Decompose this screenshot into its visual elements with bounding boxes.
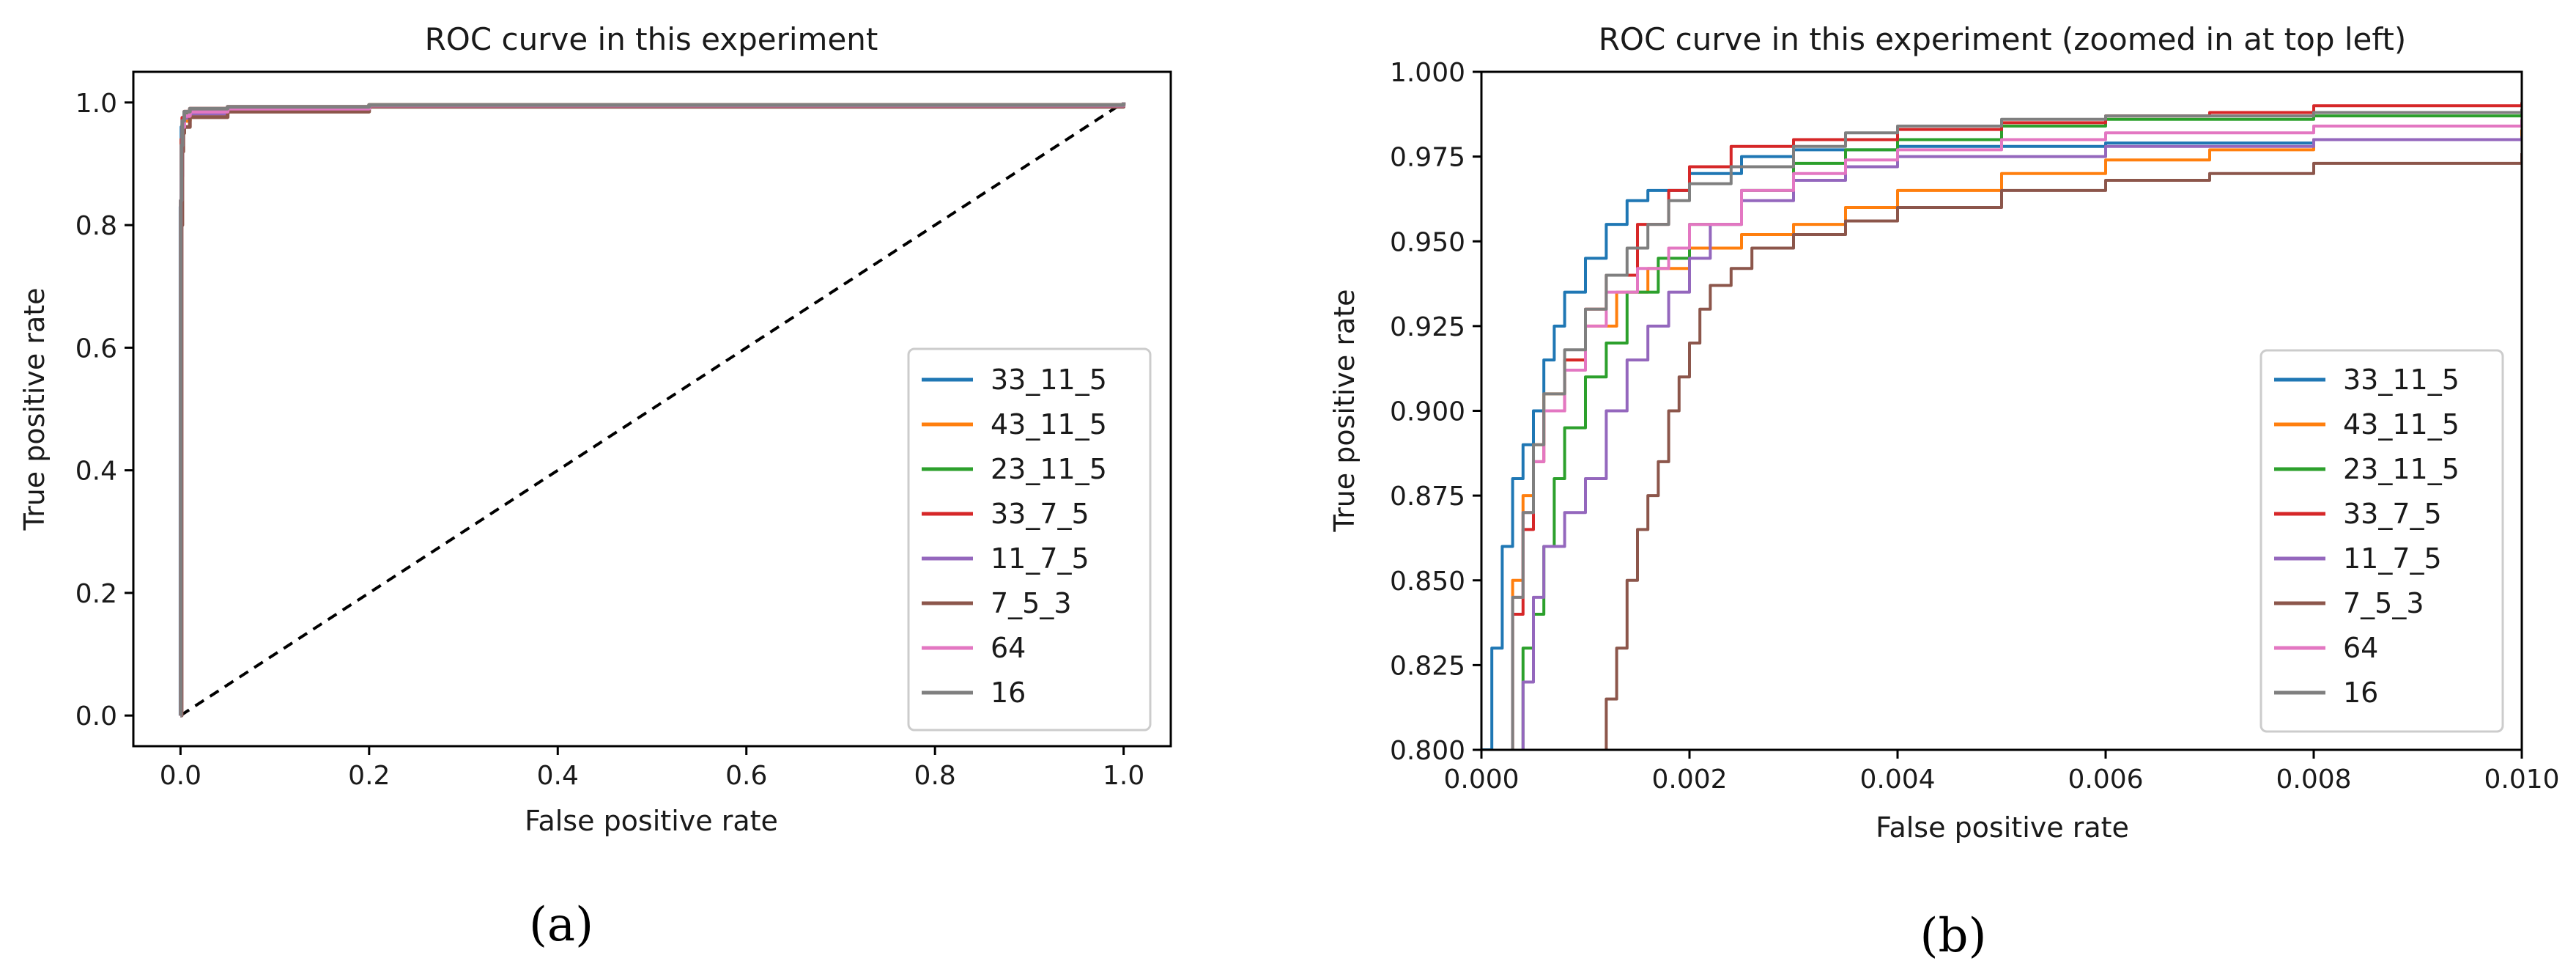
panel-a-x-tick-label: 0.2 bbox=[348, 761, 390, 791]
panel-b-legend-items: 33_11_5 43_11_5 23_11_5 33_7_5 11_7_5 7_5_3 64… bbox=[2274, 364, 2460, 709]
panel-b-roc-chart-zoomed: ROC curve in this experiment (zoomed in … bbox=[1328, 21, 2560, 963]
panel-b-legend-label-23_11_5: 23_11_5 bbox=[2343, 453, 2460, 485]
panel-a-x-tick-label: 0.4 bbox=[537, 761, 579, 791]
panel-a-legend-box bbox=[907, 347, 1152, 732]
panel-a-x-tick-label: 0.0 bbox=[160, 761, 201, 791]
panel-a-y-tick-label: 0.8 bbox=[75, 211, 117, 241]
panel-b-x-tick-label: 0.002 bbox=[1651, 764, 1727, 795]
panel-a-roc-chart: ROC curve in this experiment 0.0 0.2 0.4 0.… bbox=[18, 21, 1172, 952]
panel-b-y-tick-label: 0.825 bbox=[1390, 651, 1465, 681]
panel-a-y-tick-label: 0.6 bbox=[75, 334, 117, 364]
panel-b-y-tick-label: 0.975 bbox=[1390, 143, 1465, 173]
panel-b-legend-box bbox=[2259, 349, 2504, 733]
panel-a-series-16 bbox=[179, 102, 1126, 718]
panel-a-title: ROC curve in this experiment bbox=[425, 21, 878, 57]
panel-a-y-axis-label: True positive rate bbox=[18, 287, 51, 531]
panel-a-legend-label-7_5_3: 7_5_3 bbox=[991, 587, 1072, 619]
panel-b-label: (b) bbox=[1920, 909, 1987, 963]
panel-a-x-axis-label: False positive rate bbox=[525, 805, 778, 837]
panel-b-series-11_7_5 bbox=[1521, 136, 2522, 750]
panel-a-label: (a) bbox=[529, 898, 593, 952]
panel-a-axes-frame bbox=[132, 70, 1172, 748]
panel-b-y-tick-label: 0.900 bbox=[1390, 397, 1465, 427]
panel-b-y-tick-label: 0.875 bbox=[1390, 482, 1465, 512]
panel-b-legend-label-33_11_5: 33_11_5 bbox=[2343, 364, 2460, 396]
panel-b-series-7_5_3 bbox=[1605, 153, 2522, 750]
panel-a-x-tick-label: 0.6 bbox=[725, 761, 767, 791]
panel-b-plot-area: 0.000 0.002 0.004 0.006 0.008 0.010 0.800 0.825… bbox=[1390, 58, 2560, 795]
panel-b-y-tick-label: 0.950 bbox=[1390, 227, 1465, 257]
panel-a-y-tick-label: 1.0 bbox=[75, 89, 117, 119]
panel-b-x-axis-label: False positive rate bbox=[1876, 811, 2129, 844]
panel-b-legend-label-43_11_5: 43_11_5 bbox=[2343, 408, 2460, 441]
panel-b-x-tick-label: 0.000 bbox=[1443, 764, 1519, 795]
panel-a-y-tick-label: 0.0 bbox=[75, 701, 117, 732]
panel-b-series-16 bbox=[1511, 108, 2522, 750]
panel-a-y-tick-label: 0.4 bbox=[75, 457, 117, 487]
panel-b-legend-label-16: 16 bbox=[2343, 677, 2378, 709]
panel-b-legend: 33_11_5 43_11_5 23_11_5 33_7_5 11_7_5 7_5_3 64… bbox=[2259, 349, 2504, 733]
panel-b-x-tick-label: 0.004 bbox=[1859, 764, 1935, 795]
panel-a-legend-items: 33_11_5 43_11_5 23_11_5 33_7_5 11_7_5 7_5_3 64… bbox=[922, 364, 1107, 709]
panel-a-legend-label-16: 16 bbox=[991, 677, 1026, 709]
panel-b-legend-label-33_7_5: 33_7_5 bbox=[2343, 498, 2442, 530]
panel-a-chance-diagonal bbox=[179, 101, 1125, 717]
panel-b-y-tick-label: 1.000 bbox=[1390, 58, 1465, 88]
panel-a-y-tick-label: 0.2 bbox=[75, 579, 117, 609]
panel-b-title: ROC curve in this experiment (zoomed in … bbox=[1599, 21, 2407, 57]
panel-a-legend-label-43_11_5: 43_11_5 bbox=[991, 408, 1107, 441]
panel-b-y-tick-label: 0.800 bbox=[1390, 736, 1465, 766]
panel-b-legend-label-64: 64 bbox=[2343, 632, 2378, 664]
panel-b-legend-label-7_5_3: 7_5_3 bbox=[2343, 587, 2424, 619]
panel-a-x-tick-label: 1.0 bbox=[1103, 761, 1144, 791]
panel-b-x-tick-label: 0.010 bbox=[2484, 764, 2559, 795]
panel-b-series-64 bbox=[1511, 119, 2522, 750]
panel-a-legend-label-33_11_5: 33_11_5 bbox=[991, 364, 1107, 396]
panel-b-axes-frame bbox=[1480, 70, 2523, 751]
panel-b-legend-label-11_7_5: 11_7_5 bbox=[2343, 542, 2442, 575]
panel-a-legend-label-23_11_5: 23_11_5 bbox=[991, 453, 1107, 485]
panel-a-x-tick-label: 0.8 bbox=[914, 761, 956, 791]
panel-a-legend-label-11_7_5: 11_7_5 bbox=[991, 542, 1089, 575]
panel-a-plot-area: 0.0 0.2 0.4 0.6 0.8 1.0 0.0 0.2 0.4 0.6 0.8 1.0 bbox=[75, 89, 1145, 791]
panel-b-x-tick-label: 0.006 bbox=[2068, 764, 2143, 795]
panel-a-legend-label-33_7_5: 33_7_5 bbox=[991, 498, 1089, 530]
panel-b-x-tick-label: 0.008 bbox=[2276, 764, 2351, 795]
panel-a-legend: 33_11_5 43_11_5 23_11_5 33_7_5 11_7_5 7_5_3 64… bbox=[907, 347, 1152, 732]
panel-b-y-tick-label: 0.850 bbox=[1390, 567, 1465, 597]
panel-a-legend-label-64: 64 bbox=[991, 632, 1026, 664]
panel-b-y-tick-label: 0.925 bbox=[1390, 312, 1465, 342]
panel-b-y-axis-label: True positive rate bbox=[1328, 289, 1361, 532]
